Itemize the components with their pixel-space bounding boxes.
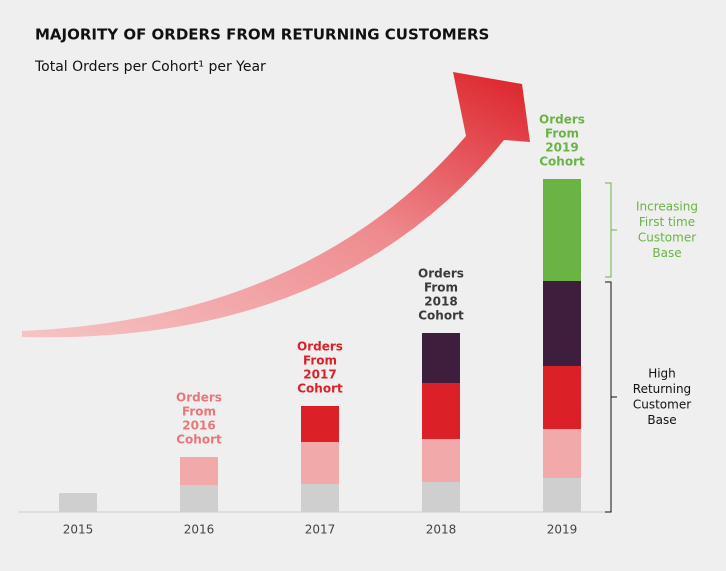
bar-segment [59,493,97,512]
chart-subtitle: Total Orders per Cohort¹ per Year [34,59,266,75]
cohort-annotation: Cohort [176,433,222,447]
cohort-annotation: Orders [297,340,343,354]
cohort-annotation: 2017 [303,368,336,382]
cohort-annotation: Orders [539,113,585,127]
bracket-label: Base [652,246,681,260]
bar-segment [422,482,460,512]
bar-segment [422,383,460,439]
bracket-label: Returning [633,382,691,396]
bar-segment [543,429,581,478]
cohort-annotation: From [182,405,216,419]
cohort-annotation: From [303,354,337,368]
bracket-label: Increasing [636,199,698,213]
cohort-annotation: From [545,127,579,141]
bracket [605,281,612,513]
x-tick-label: 2016 [184,523,215,537]
cohort-annotation: Cohort [418,309,464,323]
bar-segment [543,281,581,366]
bar-segment [422,333,460,383]
cohort-annotation: 2016 [182,419,215,433]
cohort-annotation: Cohort [297,382,343,396]
cohort-annotation: 2019 [545,141,578,155]
bar-segment [543,478,581,512]
cohort-annotation: Orders [176,391,222,405]
bar-segment [422,439,460,482]
growth-arrow [22,72,530,338]
cohort-annotation: 2018 [424,295,457,309]
bar-segment [543,366,581,429]
cohort-annotation: Cohort [539,155,585,169]
x-tick-label: 2015 [63,523,94,537]
bracket-label: Base [647,413,676,427]
bar-segment [180,485,218,512]
bracket-label: High [648,366,676,380]
cohort-annotation: Orders [418,267,464,281]
bar-segment [180,457,218,485]
bar-segment [543,179,581,281]
x-tick-label: 2019 [547,523,578,537]
cohort-annotation: From [424,281,458,295]
bar-segment [301,442,339,484]
chart-title: MAJORITY OF ORDERS FROM RETURNING CUSTOM… [35,26,489,44]
bar-segment [301,406,339,442]
bracket-label: Customer [638,230,696,244]
bar-segment [301,484,339,512]
x-tick-label: 2017 [305,523,336,537]
x-tick-label: 2018 [426,523,457,537]
bracket [605,182,612,278]
bracket-label: Customer [633,397,691,411]
bracket-label: First time [639,215,695,229]
